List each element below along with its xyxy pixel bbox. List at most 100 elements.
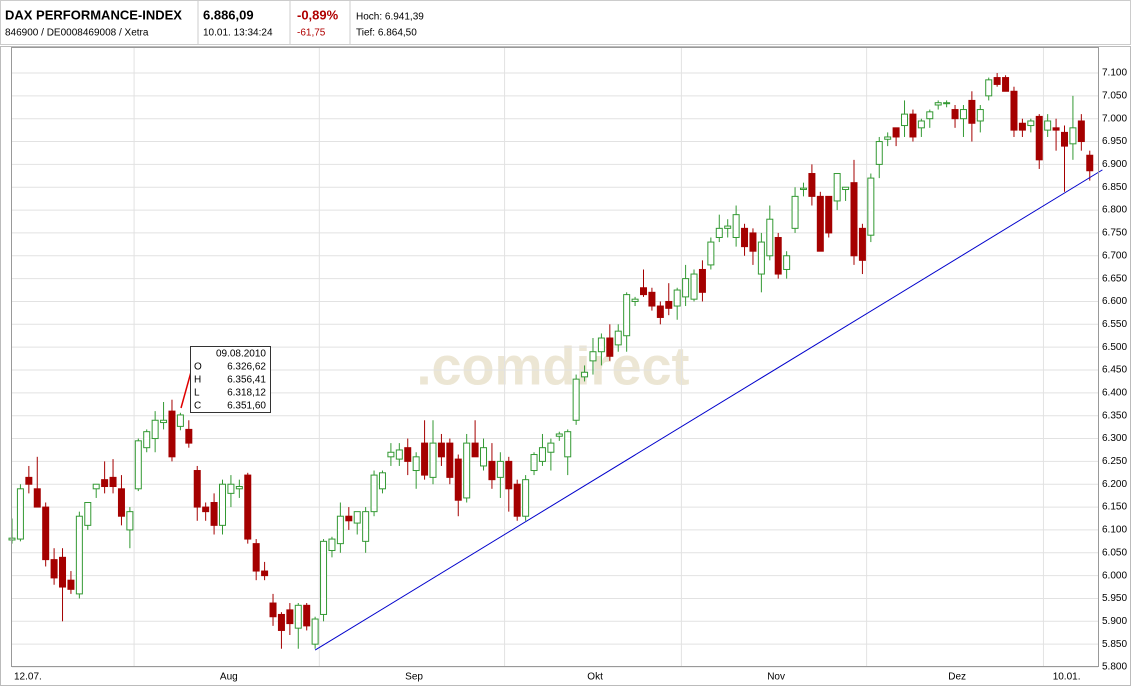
tooltip-value: 6.326,62 (227, 362, 266, 373)
candle-body (884, 136, 892, 140)
candle-body (976, 109, 984, 122)
candle-body (446, 442, 454, 478)
candle-body (227, 483, 235, 494)
tooltip-value: 6.351,60 (227, 401, 266, 412)
candle-body (858, 227, 866, 261)
candle-body (968, 99, 976, 124)
tooltip-rows: O 6.326,62 H 6.356,41 L 6.318,12 C 6.351,60 (194, 362, 266, 412)
candle-body (160, 419, 168, 424)
candle-body (757, 241, 765, 275)
candle-body (597, 337, 605, 353)
candle-body (235, 486, 243, 490)
y-tick-label: 5.800 (1102, 662, 1127, 673)
candle-body (943, 102, 951, 105)
candle-body (370, 474, 378, 513)
tooltip-key: O (194, 362, 202, 373)
candle-body (816, 195, 824, 252)
candle-body (421, 442, 429, 476)
candle-body (33, 488, 41, 508)
candle-body (1010, 90, 1018, 131)
y-tick-label: 6.650 (1102, 273, 1127, 284)
candle-body (1044, 120, 1052, 131)
candle-body (454, 458, 462, 501)
y-tick-label: 6.750 (1102, 228, 1127, 239)
candle-body (951, 109, 959, 120)
candle-body (749, 232, 757, 252)
candle-body (783, 255, 791, 270)
y-tick-label: 6.350 (1102, 410, 1127, 421)
y-tick-label: 6.600 (1102, 296, 1127, 307)
candle-body (631, 298, 639, 302)
candle-body (842, 186, 850, 191)
change-pct: -0,89% (297, 7, 339, 22)
chart-panel (0, 46, 1131, 686)
candle-body (875, 141, 883, 165)
candle-body (463, 442, 471, 499)
candle-body (665, 300, 673, 309)
plot: 5.800 5.850 5.900 5.950 6.000 6.050 6.100 6.150… (8, 68, 1127, 683)
candle-body (698, 268, 706, 293)
candle-body (185, 428, 193, 444)
candle-body (269, 602, 277, 618)
header-bar (0, 0, 1131, 45)
candle-body (682, 278, 690, 298)
candle-body (328, 538, 336, 551)
tooltip-value: 6.318,12 (227, 388, 266, 399)
candle-body (84, 502, 92, 526)
candle-body (320, 540, 328, 615)
x-tick-label: Sep (405, 672, 423, 683)
candle-body (395, 449, 403, 460)
candle-body (252, 543, 260, 572)
candle-body (311, 618, 319, 645)
candle-body (362, 511, 370, 542)
candle-body (926, 111, 934, 120)
candle-body (791, 195, 799, 229)
y-tick-label: 6.800 (1102, 205, 1127, 216)
candle-body (530, 454, 538, 472)
candle-body (901, 113, 909, 127)
candle-body (412, 456, 420, 472)
instrument-title: DAX PERFORMANCE-INDEX (5, 7, 182, 22)
candle-body (1002, 77, 1010, 92)
tooltip-key: L (194, 388, 200, 399)
candle-body (134, 440, 142, 490)
y-tick-label: 6.150 (1102, 502, 1127, 513)
y-tick-label: 6.850 (1102, 182, 1127, 193)
candle-body (547, 442, 555, 453)
candle-body (808, 173, 816, 197)
candle-body (496, 460, 504, 478)
y-tick-label: 6.050 (1102, 547, 1127, 558)
candle-body (993, 77, 1001, 85)
time: 10.01. 13:34:24 (203, 28, 273, 39)
candle-body (934, 102, 942, 106)
candle-body (1077, 120, 1085, 143)
candle-body (345, 515, 353, 522)
candle-body (715, 227, 723, 238)
candle-body (75, 515, 83, 595)
instrument-id: 846900 / DE0008469008 / Xetra (5, 28, 149, 39)
y-tick-label: 6.700 (1102, 250, 1127, 261)
candle-body (25, 476, 33, 485)
candle-body (219, 483, 226, 526)
tooltip-pointer (180, 371, 192, 409)
candle-body (294, 604, 302, 629)
candle-body (143, 431, 151, 449)
y-tick-label: 5.850 (1102, 639, 1127, 650)
y-tick-label: 6.950 (1102, 136, 1127, 147)
candle-body (614, 330, 622, 346)
candle-body (42, 506, 50, 561)
y-tick-label: 6.250 (1102, 456, 1127, 467)
candle-body (50, 559, 58, 579)
plot-frame (11, 47, 1099, 667)
candle-body (286, 609, 294, 625)
y-tick-label: 6.450 (1102, 365, 1127, 376)
y-tick-label: 7.000 (1102, 113, 1127, 124)
day-low: Tief: 6.864,50 (356, 28, 417, 39)
candle-body (909, 113, 917, 138)
x-tick-label: Nov (767, 672, 785, 683)
tooltip-key: H (194, 375, 201, 386)
y-tick-label: 5.950 (1102, 593, 1127, 604)
candle-body (1069, 127, 1077, 145)
candle-body (378, 472, 386, 490)
